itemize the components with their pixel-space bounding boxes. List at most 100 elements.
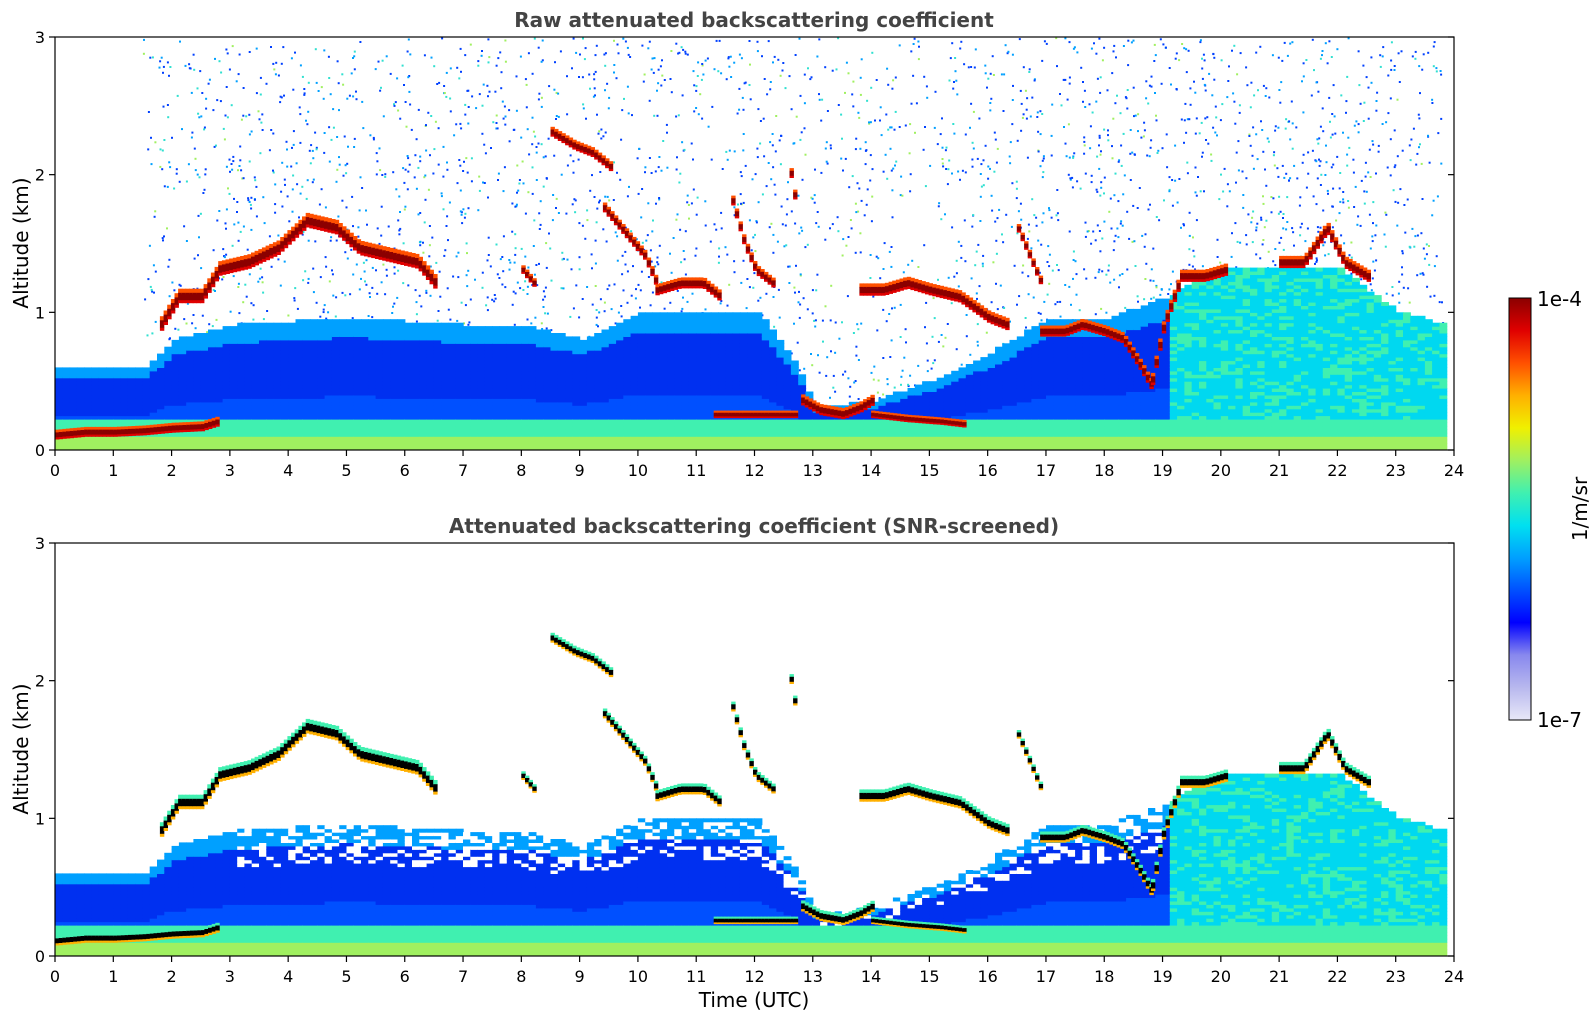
heatmap-cell: [222, 357, 231, 362]
heatmap-cell: [200, 405, 209, 410]
noise-point: [1098, 167, 1101, 170]
heatmap-cell: [550, 333, 559, 337]
heatmap-cell: [375, 391, 384, 396]
heatmap-cell: [543, 377, 552, 382]
heatmap-cell: [463, 415, 471, 420]
noise-point: [987, 165, 990, 168]
noise-point: [761, 55, 763, 58]
noise-point: [669, 301, 672, 304]
heatmap-cell: [557, 412, 566, 417]
noise-point: [922, 148, 925, 151]
noise-point: [360, 277, 362, 280]
heatmap-cell: [543, 432, 552, 437]
noise-point: [837, 104, 840, 106]
noise-point: [879, 106, 882, 109]
heatmap-cell: [528, 370, 537, 375]
heatmap-cell: [550, 339, 559, 344]
heatmap-cell: [324, 432, 333, 437]
noise-point: [226, 116, 229, 119]
heatmap-cell: [397, 360, 406, 365]
noise-point: [898, 126, 901, 128]
heatmap-cell: [506, 370, 515, 375]
heatmap-cell: [535, 401, 544, 406]
noise-point: [332, 294, 335, 297]
noise-point: [272, 132, 275, 135]
heatmap-cell: [178, 367, 187, 372]
heatmap-cell: [62, 391, 71, 396]
heatmap-cell: [375, 346, 384, 351]
noise-point: [767, 40, 770, 43]
heatmap-cell: [229, 357, 238, 362]
noise-point: [437, 163, 440, 166]
heatmap-cell: [331, 377, 340, 382]
noise-point: [585, 117, 587, 120]
heatmap-cell: [324, 374, 333, 379]
noise-point: [622, 289, 625, 292]
heatmap-cell: [455, 333, 464, 337]
heatmap-cell: [288, 329, 297, 334]
heatmap-cell: [557, 343, 566, 348]
heatmap-cell: [426, 425, 435, 430]
heatmap-cell: [135, 405, 144, 410]
heatmap-cell: [259, 364, 267, 368]
noise-point: [837, 37, 840, 40]
noise-point: [627, 53, 630, 56]
noise-point: [1155, 119, 1158, 122]
noise-point: [614, 322, 617, 325]
noise-point: [417, 108, 420, 111]
heatmap-cell: [368, 377, 377, 382]
noise-point: [1289, 138, 1292, 141]
heatmap-cell: [477, 384, 486, 389]
heatmap-cell: [317, 443, 326, 448]
heatmap-cell: [426, 377, 435, 382]
heatmap-cell: [200, 415, 209, 420]
noise-point: [1083, 136, 1086, 139]
noise-point: [237, 286, 240, 288]
heatmap-cell: [266, 367, 275, 372]
heatmap-cell: [346, 429, 355, 434]
heatmap-cell: [390, 394, 399, 399]
noise-point: [1276, 167, 1279, 170]
heatmap-cell: [310, 336, 318, 341]
heatmap-cell: [288, 408, 297, 413]
noise-point: [645, 239, 648, 242]
noise-point: [773, 325, 776, 328]
heatmap-cell: [266, 370, 275, 375]
heatmap-cell: [412, 429, 420, 434]
noise-point: [773, 55, 776, 58]
heatmap-cell: [259, 405, 267, 410]
noise-point: [153, 215, 156, 218]
noise-point: [733, 271, 736, 274]
noise-point: [653, 57, 656, 60]
heatmap-cell: [382, 364, 391, 368]
noise-point: [670, 271, 673, 274]
heatmap-raw: [55, 37, 1448, 450]
noise-point: [697, 113, 700, 116]
noise-point: [358, 209, 361, 212]
heatmap-cell: [135, 422, 144, 427]
noise-point: [1218, 198, 1221, 201]
heatmap-cell: [441, 343, 450, 348]
heatmap-cell: [280, 425, 289, 430]
noise-point: [464, 212, 467, 215]
noise-point: [726, 253, 729, 256]
noise-point: [557, 92, 560, 95]
heatmap-cell: [382, 381, 391, 386]
heatmap-cell: [62, 367, 71, 372]
heatmap-cell: [353, 388, 362, 392]
heatmap-cell: [84, 374, 92, 379]
heatmap-cell: [237, 374, 246, 379]
heatmap-cell: [62, 405, 71, 410]
heatmap-cell: [186, 367, 195, 372]
noise-point: [817, 354, 819, 357]
heatmap-cell: [535, 391, 544, 396]
heatmap-cell: [127, 391, 136, 396]
heatmap-cell: [280, 422, 289, 427]
heatmap-cell: [397, 364, 406, 368]
noise-point: [1367, 117, 1370, 120]
noise-point: [1436, 195, 1439, 198]
noise-point: [1094, 239, 1097, 242]
noise-point: [283, 260, 286, 263]
heatmap-cell: [186, 408, 195, 413]
heatmap-cell: [484, 370, 493, 375]
